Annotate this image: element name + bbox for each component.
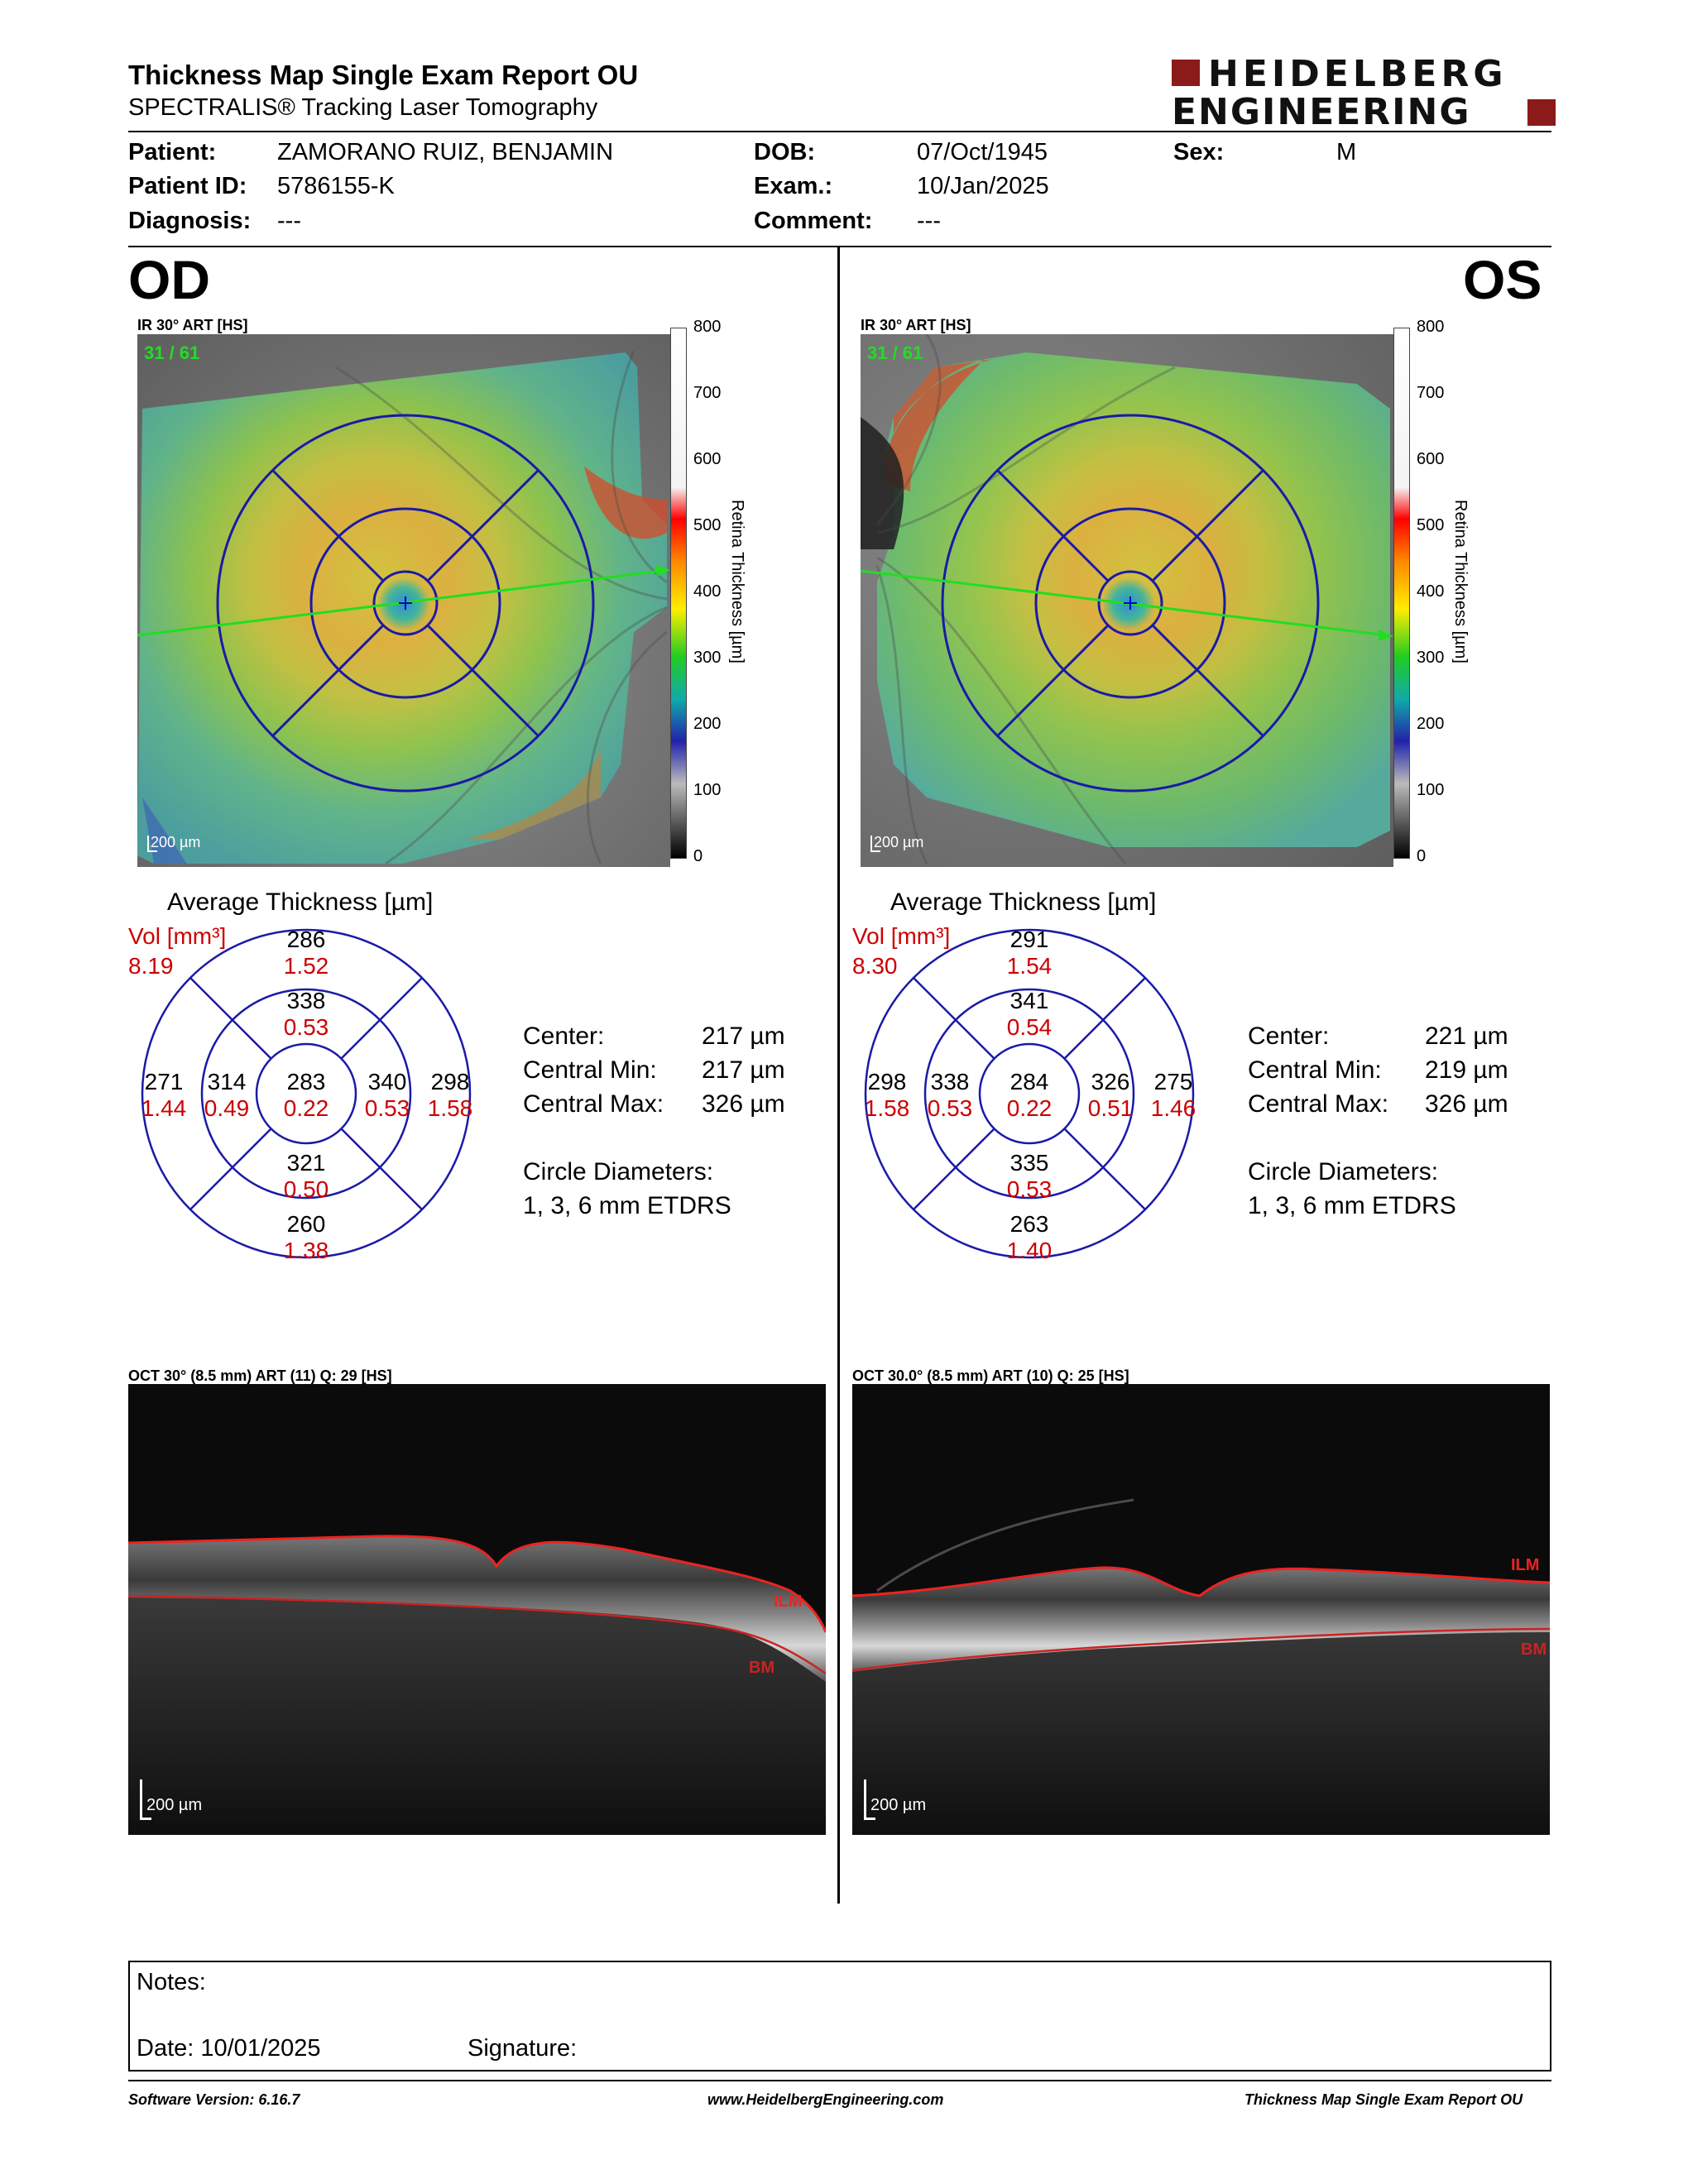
od-cmin-value: 217 µm (702, 1056, 785, 1084)
od-sector-inner-sup: 338 0.53 (283, 988, 329, 1040)
os-cmax-label: Central Max: (1248, 1090, 1389, 1118)
footer-software: Software Version: 6.16.7 (128, 2091, 300, 2108)
notes-box: Notes: Date: 10/01/2025 Signature: (128, 1961, 1551, 2071)
od-sector-inner-temp: 314 0.49 (204, 1069, 250, 1121)
center-divider (837, 247, 840, 1904)
os-cmax-value: 326 µm (1425, 1090, 1508, 1118)
os-ilm-label: ILM (1511, 1556, 1540, 1574)
od-sector-outer-temp: 271 1.44 (141, 1069, 187, 1121)
os-circle-value: 1, 3, 6 mm ETDRS (1248, 1192, 1456, 1219)
dob-value: 07/Oct/1945 (917, 139, 1048, 165)
od-sector-center: 283 0.22 (283, 1069, 329, 1121)
od-color-scale (670, 328, 687, 859)
os-etdrs-grid-overlay (861, 414, 1393, 793)
od-cmin-label: Central Min: (523, 1056, 657, 1084)
od-cmax-value: 326 µm (702, 1090, 785, 1118)
notes-date: Date: 10/01/2025 (137, 2035, 321, 2062)
os-oct-label: OCT 30.0° (8.5 mm) ART (10) Q: 25 [HS] (852, 1367, 1129, 1384)
notes-signature: Signature: (468, 2035, 578, 2062)
os-oct-bscan: ILM BM 200 µm (852, 1384, 1550, 1835)
footer-report: Thickness Map Single Exam Report OU (1244, 2091, 1523, 2108)
od-etdrs-diagram (141, 928, 472, 1259)
os-color-scale (1393, 328, 1410, 859)
exam-value: 10/Jan/2025 (917, 173, 1049, 199)
os-cmin-value: 219 µm (1425, 1056, 1508, 1084)
heidelberg-logo: HEIDELBERG ENGINEERING (1172, 53, 1559, 133)
sex-label: Sex: (1173, 139, 1225, 165)
os-sector-inner-nas: 326 0.51 (1087, 1069, 1134, 1121)
report-title: Thickness Map Single Exam Report OU (128, 60, 639, 90)
os-oct-scalebar: 200 µm (870, 1796, 927, 1814)
diagnosis-label: Diagnosis: (128, 208, 252, 234)
od-ilm-label: ILM (774, 1592, 803, 1611)
os-fundus-scalebar: 200 µm (874, 834, 924, 850)
od-cmax-label: Central Max: (523, 1090, 664, 1118)
notes-label: Notes: (137, 1969, 206, 1995)
od-vol-label: Vol [mm³] (128, 923, 227, 949)
od-sector-inner-inf: 321 0.50 (283, 1150, 329, 1202)
od-bm-label: BM (749, 1659, 775, 1677)
os-avg-title: Average Thickness [µm] (890, 888, 1157, 916)
od-center-label: Center: (523, 1023, 605, 1050)
os-sector-inner-temp: 338 0.53 (927, 1069, 973, 1121)
od-oct-scalebar: 200 µm (146, 1796, 203, 1814)
os-eye-label: OS (1463, 249, 1542, 310)
od-oct-label: OCT 30° (8.5 mm) ART (11) Q: 29 [HS] (128, 1367, 392, 1384)
od-sector-inner-nas: 340 0.53 (364, 1069, 410, 1121)
os-sector-inner-inf: 335 0.53 (1006, 1150, 1053, 1202)
od-fundus-image: 31 / 61 200 µm (137, 334, 670, 867)
od-scale-label: Retina Thickness [µm] (728, 500, 746, 663)
os-frame-counter: 31 / 61 (867, 342, 923, 363)
od-center-value: 217 µm (702, 1023, 785, 1050)
os-sector-outer-nas: 275 1.46 (1150, 1069, 1196, 1121)
od-vol-value: 8.19 (128, 953, 174, 979)
diagnosis-value: --- (277, 208, 301, 234)
od-oct-bscan: ILM BM 200 µm (128, 1384, 826, 1835)
os-circle-label: Circle Diameters: (1248, 1158, 1439, 1185)
od-fundus-scalebar: 200 µm (151, 834, 201, 850)
footer-website[interactable]: www.HeidelbergEngineering.com (707, 2091, 944, 2108)
od-eye-label: OD (128, 249, 210, 310)
exam-label: Exam.: (754, 173, 833, 199)
os-etdrs-diagram (864, 928, 1195, 1259)
os-vol-value: 8.30 (852, 953, 898, 979)
os-vol-label: Vol [mm³] (852, 923, 951, 949)
dob-label: DOB: (754, 139, 816, 165)
os-cmin-label: Central Min: (1248, 1056, 1382, 1084)
os-sector-center: 284 0.22 (1006, 1069, 1053, 1121)
od-avg-title: Average Thickness [µm] (167, 888, 434, 916)
od-sector-outer-nas: 298 1.58 (427, 1069, 473, 1121)
os-sector-inner-sup: 341 0.54 (1006, 988, 1053, 1040)
od-frame-counter: 31 / 61 (144, 342, 200, 363)
report-subtitle: SPECTRALIS® Tracking Laser Tomography (128, 94, 598, 121)
patient-id-label: Patient ID: (128, 173, 247, 199)
os-sector-outer-temp: 298 1.58 (864, 1069, 910, 1121)
patient-name: ZAMORANO RUIZ, BENJAMIN (277, 139, 614, 165)
sex-value: M (1336, 139, 1357, 165)
os-fundus-image: 31 / 61 200 µm (861, 334, 1393, 867)
os-sector-outer-sup: 291 1.54 (1006, 927, 1053, 979)
patient-label: Patient: (128, 139, 217, 165)
od-circle-value: 1, 3, 6 mm ETDRS (523, 1192, 731, 1219)
comment-value: --- (917, 208, 941, 234)
comment-label: Comment: (754, 208, 873, 234)
os-center-label: Center: (1248, 1023, 1330, 1050)
os-scale-label: Retina Thickness [µm] (1451, 500, 1470, 663)
os-bm-label: BM (1521, 1640, 1547, 1659)
os-ir-label: IR 30° ART [HS] (861, 317, 971, 333)
od-circle-label: Circle Diameters: (523, 1158, 714, 1185)
od-etdrs-grid-overlay (137, 414, 670, 793)
od-ir-label: IR 30° ART [HS] (137, 317, 248, 333)
patient-id: 5786155-K (277, 173, 395, 199)
od-sector-outer-sup: 286 1.52 (283, 927, 329, 979)
os-center-value: 221 µm (1425, 1023, 1508, 1050)
od-sector-outer-inf: 260 1.38 (283, 1211, 329, 1263)
os-sector-outer-inf: 263 1.40 (1006, 1211, 1053, 1263)
